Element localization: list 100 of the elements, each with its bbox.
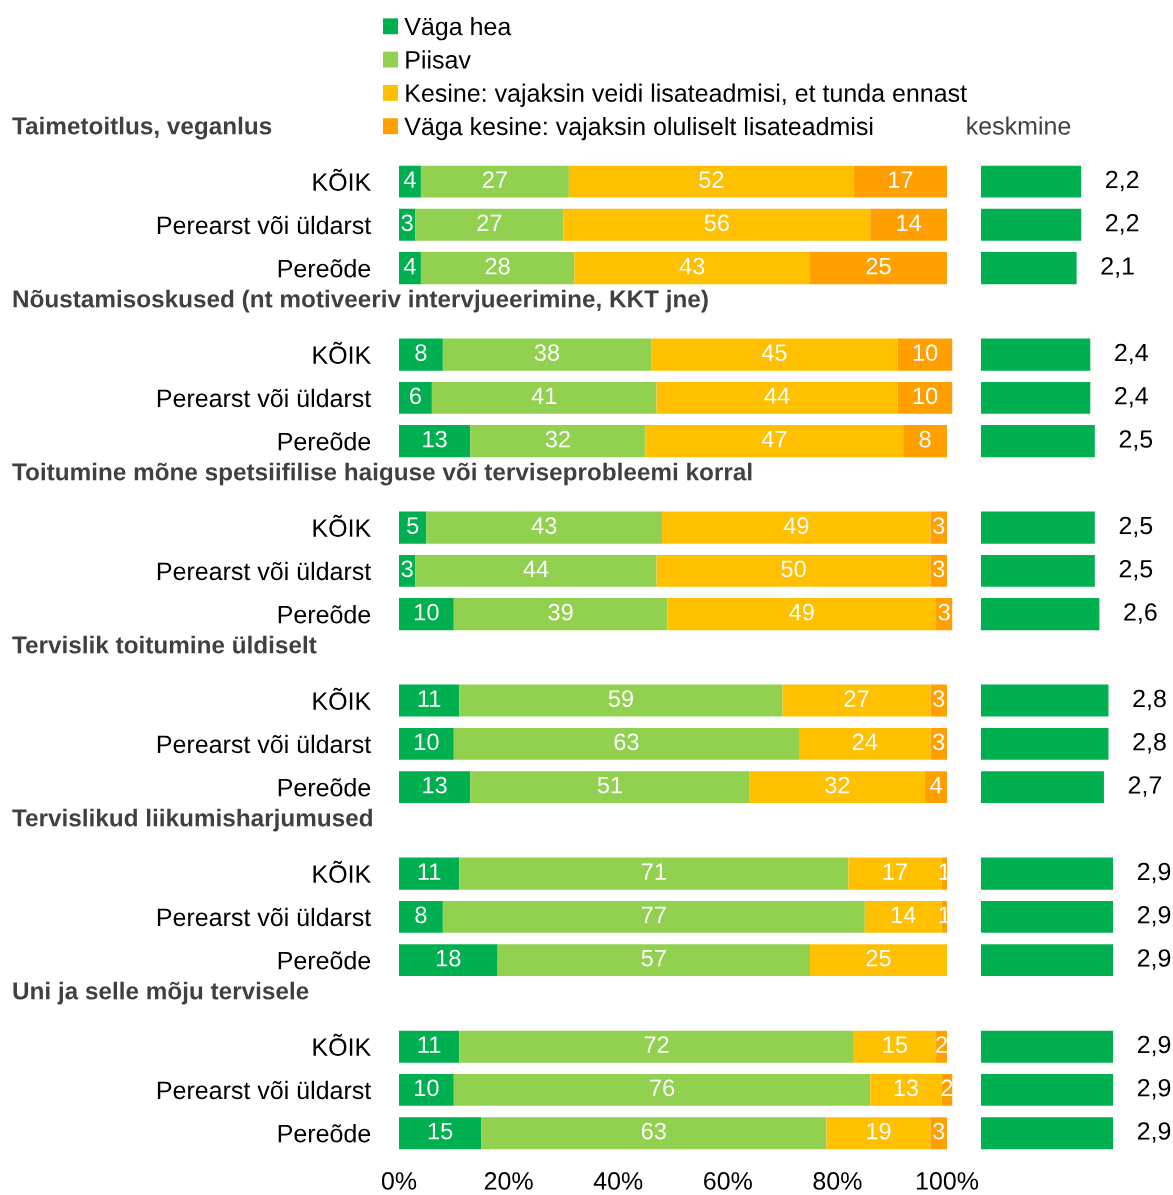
data-label: 2,9 [1137, 1035, 1171, 1057]
data-label: 4 [403, 257, 416, 275]
data-label: 44 [764, 387, 790, 404]
data-label: 17 [883, 863, 907, 880]
data-label: 2,2 [1106, 213, 1139, 235]
data-label: 27 [477, 214, 502, 231]
bar [481, 1117, 827, 1150]
data-label: 39 [548, 603, 573, 621]
bar [574, 252, 810, 285]
data-label: 2,6 [1124, 603, 1157, 624]
data-label: 3 [938, 603, 950, 621]
data-label: 51 [597, 776, 622, 794]
data-label: 49 [789, 603, 814, 621]
bar [853, 1030, 937, 1063]
data-label: 2,9 [1137, 949, 1171, 970]
data-label: 45 [761, 344, 787, 361]
data-label: 3 [933, 517, 945, 534]
bar [399, 857, 460, 890]
data-label: 25 [866, 949, 891, 967]
bar [563, 208, 871, 241]
data-label: 2,5 [1119, 516, 1153, 538]
x-tick-label: 0% [381, 1172, 417, 1190]
data-label: 2,5 [1119, 559, 1153, 581]
bar [810, 944, 947, 977]
data-label: 2,5 [1119, 430, 1153, 451]
y-tick-label: Perearst või üldarst [157, 1080, 372, 1100]
y-tick-label: KÕIK [313, 514, 371, 537]
data-label: 18 [436, 949, 461, 967]
data-label: 11 [418, 690, 441, 707]
bar [497, 944, 810, 977]
bar [782, 684, 931, 717]
bar [442, 338, 652, 371]
bar [662, 511, 931, 544]
data-label: 3 [933, 560, 945, 578]
data-label: 57 [641, 949, 666, 967]
data-label: 2,4 [1115, 386, 1148, 408]
bar [420, 165, 569, 198]
data-label: 2,9 [1137, 1122, 1171, 1143]
bar [399, 944, 498, 977]
data-label: 24 [852, 733, 878, 750]
bar [459, 684, 783, 717]
bar [399, 252, 421, 285]
data-label: 3 [933, 733, 945, 751]
data-label: 10 [415, 1079, 439, 1097]
data-label: 52 [699, 171, 724, 188]
bar [399, 1117, 482, 1150]
data-label: 44 [523, 560, 549, 577]
data-label: 14 [891, 906, 916, 923]
data-label: 14 [897, 214, 922, 231]
bar [399, 1073, 454, 1106]
bar [399, 727, 454, 760]
data-label: 56 [704, 214, 729, 232]
bar [453, 598, 668, 631]
bar [568, 165, 854, 198]
data-label: 11 [418, 1036, 441, 1053]
bar [870, 1073, 942, 1106]
bar [656, 381, 898, 414]
y-tick-label: Pereõde [278, 259, 371, 278]
y-tick-label: Pereõde [278, 1124, 371, 1143]
bar [399, 338, 443, 371]
chart-title: Toitumine mõne spetsiifilise haiguse või terviseprobleemi korral [12, 462, 752, 486]
x-tick-label: 20% [484, 1172, 533, 1190]
data-label: 32 [825, 776, 850, 794]
bar [897, 381, 953, 414]
y-tick-label: Perearst või üldarst [157, 388, 372, 408]
data-label: 2,8 [1133, 732, 1166, 754]
data-label: 25 [866, 257, 891, 275]
legend-label: Väga kesine: vajaksin oluliselt lisateadmisi [404, 116, 873, 141]
bar [399, 425, 471, 458]
bar [667, 598, 937, 631]
bar [399, 1030, 460, 1063]
data-label: 32 [545, 430, 570, 448]
y-tick-label: KÕIK [313, 341, 371, 364]
data-label: 13 [423, 776, 447, 794]
y-tick-label: Perearst või üldarst [157, 907, 372, 927]
text: Uni ja selle mõju tervisele [13, 981, 309, 1005]
x-tick-label: 100% [916, 1172, 979, 1190]
bar [415, 554, 657, 587]
bar [420, 252, 575, 285]
data-label: 8 [919, 430, 931, 448]
bar [399, 900, 443, 933]
bar [925, 771, 947, 804]
data-label: 2,9 [1137, 905, 1171, 927]
legend-label: Piisav [406, 50, 471, 69]
data-label: 19 [867, 1122, 891, 1140]
data-label: 13 [423, 430, 447, 448]
data-label: 43 [679, 257, 705, 275]
bar [645, 425, 904, 458]
data-label: 2,9 [1137, 1078, 1171, 1100]
bar [426, 511, 663, 544]
data-label: 3 [401, 214, 413, 232]
data-label: 11 [418, 863, 441, 880]
x-tick-label: 80% [813, 1172, 862, 1190]
bar [799, 727, 931, 760]
y-tick-label: Pereõde [278, 778, 371, 797]
data-label: 2,7 [1128, 776, 1162, 797]
bar [810, 252, 947, 285]
y-tick-label: KÕIK [313, 168, 371, 191]
data-label: 2,2 [1106, 170, 1139, 192]
bar [442, 900, 865, 933]
